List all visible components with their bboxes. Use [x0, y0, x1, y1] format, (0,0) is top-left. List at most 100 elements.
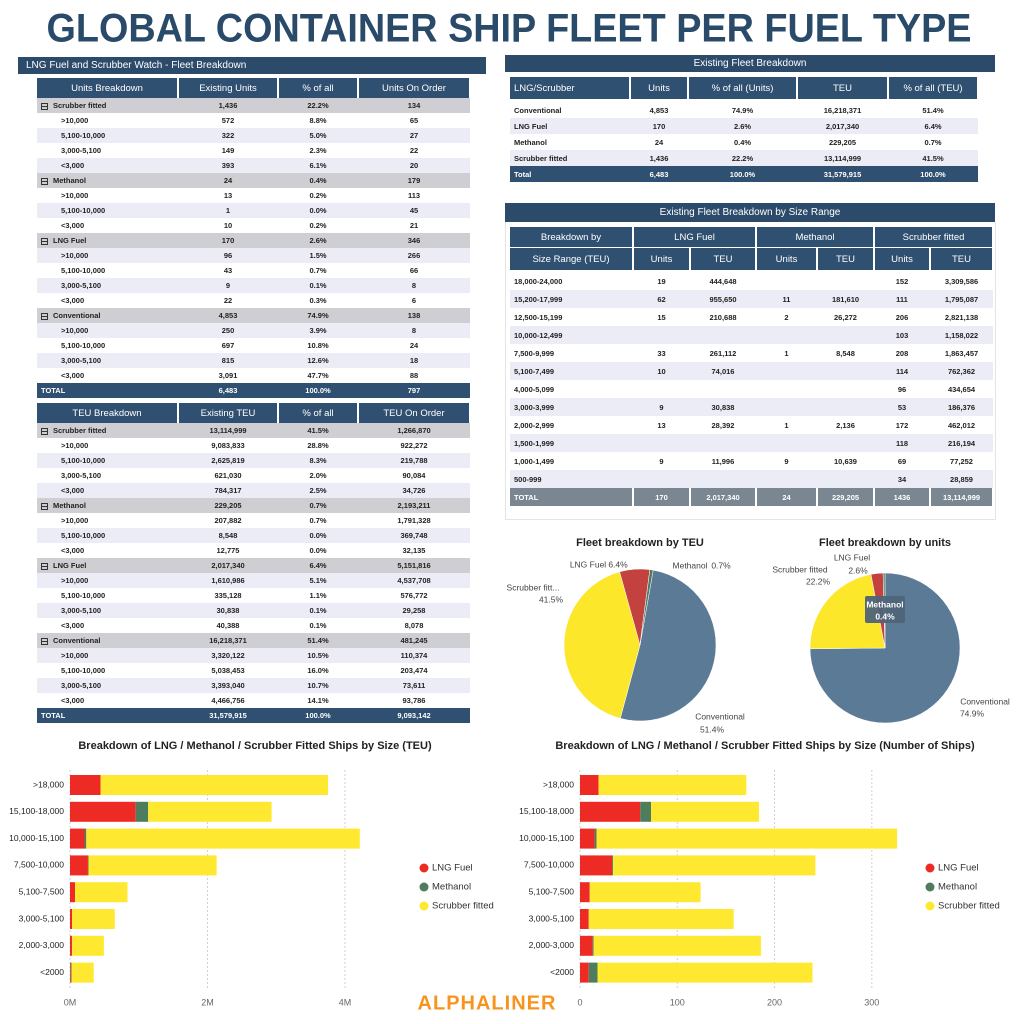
- table-cell: 12,500-15,199: [514, 312, 563, 322]
- table-cell: 18,000-24,000: [514, 276, 563, 286]
- table-cell: 0.1%: [309, 621, 327, 630]
- table-cell: 1: [784, 420, 789, 430]
- table-cell: Scrubber fitted: [510, 150, 630, 166]
- table-cell: 100.0%: [278, 708, 358, 723]
- table-body: Units Breakdown Existing Units% of all Uni…: [37, 78, 471, 398]
- table-body: LNG/Scrubber Units% of all (Units) TEU% of…: [510, 77, 979, 182]
- table-row: >10,000 250 3.9% 8: [37, 323, 470, 338]
- table-cell: TEU: [817, 247, 875, 270]
- table-row: 3,000-5,100 815 12.6% 18: [37, 353, 470, 368]
- table-cell: 24: [756, 488, 818, 506]
- legend-label: LNG Fuel: [938, 863, 979, 874]
- table-cell: 40,388: [216, 621, 240, 630]
- table-cell: 5,151,816: [358, 558, 470, 573]
- table-cell: 6: [411, 296, 417, 305]
- table-cell: 1.5%: [278, 248, 358, 263]
- table-cell: [756, 380, 817, 398]
- table-cell: 815: [178, 353, 278, 368]
- pie-label: Scrubber fitt...: [507, 582, 560, 592]
- table-cell: 5,100-10,000: [61, 591, 106, 600]
- panel-header: Existing Fleet Breakdown by Size Range: [505, 203, 995, 222]
- table-cell: >10,000: [37, 648, 178, 663]
- bar-segment: [580, 882, 590, 903]
- table-cell: [817, 362, 874, 380]
- table-row: Size Range (TEU) Units TEU Units TEU Units TEU: [510, 247, 995, 270]
- table-row: 2,000-2,999 13 28,392 1 2,136 172 462,012: [510, 416, 993, 434]
- table-cell: 2,017,340: [690, 488, 757, 506]
- table-cell: 229,205: [817, 488, 875, 506]
- table-cell: 5.1%: [278, 573, 358, 588]
- table-cell: TOTAL: [37, 708, 178, 723]
- pie-label: LNG Fuel: [834, 552, 870, 562]
- bar-segment: [592, 935, 594, 956]
- table-cell: [756, 398, 817, 416]
- x-tick-label: 4M: [339, 997, 352, 1007]
- pie-label: Scrubber fitted: [772, 564, 828, 574]
- table-row: 5,100-7,499 10 74,016 114 762,362: [510, 362, 994, 380]
- table-cell: 5,100-10,000: [61, 666, 106, 675]
- table-cell: 1,791,328: [397, 516, 431, 525]
- table-cell: % of all: [278, 403, 359, 423]
- table-cell: 955,650: [690, 290, 756, 308]
- table-row: <3,000 3,091 47.7% 88: [37, 368, 470, 383]
- table-cell: 0.7%: [309, 266, 327, 275]
- table-cell: Methanol: [37, 173, 178, 188]
- table-row: Methanol 24 0.4% 179: [37, 173, 470, 188]
- table-row: Units Breakdown Existing Units% of all Uni…: [37, 78, 471, 98]
- legend-marker: [419, 901, 429, 911]
- table-cell: 2.5%: [278, 483, 358, 498]
- table-cell: 9,093,142: [358, 708, 470, 723]
- table-cell: 0.0%: [309, 546, 327, 555]
- table-cell: Scrubber fitted: [37, 98, 178, 113]
- table-cell: [817, 272, 874, 290]
- bar-segment: [588, 909, 734, 929]
- panel-header: Existing Fleet Breakdown: [505, 55, 995, 72]
- table-cell: LNG Fuel: [510, 118, 630, 134]
- table-cell: 8: [358, 278, 470, 293]
- table-cell: 1,436: [630, 150, 688, 166]
- table-cell: 96: [178, 248, 278, 263]
- bar-segment: [71, 962, 94, 983]
- y-tick-label: 5,100-7,500: [19, 886, 65, 896]
- chart-title: Breakdown of LNG / Methanol / Scrubber F…: [555, 740, 975, 752]
- table-cell: Conventional: [37, 308, 178, 323]
- bar-segment: [148, 801, 272, 822]
- bar-segment: [580, 855, 613, 876]
- bar-segment: [70, 935, 72, 956]
- chart-title: Breakdown of LNG / Methanol / Scrubber F…: [78, 740, 432, 752]
- bar-segment: [598, 775, 747, 795]
- table-cell: 3,000-5,100: [61, 146, 102, 155]
- table-cell: 51.4%: [278, 633, 358, 648]
- table-cell: 1,500-1,999: [510, 434, 633, 452]
- table-cell: 62: [633, 290, 690, 308]
- y-tick-label: 2,000-3,000: [19, 940, 65, 950]
- table-cell: 65: [409, 116, 419, 125]
- table-cell: Units Breakdown: [37, 78, 179, 98]
- table-row: 15,200-17,999 62 955,650 11 181,610 111 1,795,…: [510, 290, 994, 308]
- table-cell: 2,625,819: [178, 453, 278, 468]
- table-cell: Conventional: [514, 105, 562, 115]
- table-cell: 0.4%: [278, 173, 358, 188]
- table-row: TEU Breakdown Existing TEU% of all TEU On …: [37, 403, 471, 423]
- table-row: 5,100-10,000 5,038,453 16.0% 203,474: [37, 663, 470, 678]
- table-cell: TOTAL: [37, 383, 178, 398]
- table-cell: 172: [895, 420, 909, 430]
- table-cell: [633, 470, 690, 488]
- table-cell: 100.0%: [278, 383, 358, 398]
- table-cell: 6.4%: [888, 118, 978, 134]
- table-cell: LNG/Scrubber: [510, 77, 631, 99]
- table-cell: Size Range (TEU): [510, 247, 634, 270]
- table-cell: Total: [510, 166, 630, 182]
- table-cell: 0.1%: [278, 603, 358, 618]
- table-cell: 1: [178, 203, 278, 218]
- table-cell: 2,017,340: [797, 118, 888, 134]
- y-tick-label: 2,000-3,000: [529, 940, 575, 950]
- pie-value-label: 6.4%: [608, 559, 628, 569]
- table-cell: 100.0%: [888, 166, 978, 182]
- table-cell: 697: [221, 341, 235, 350]
- table-cell: >10,000: [61, 441, 89, 450]
- bar-segment: [87, 855, 89, 876]
- table-cell: 207,882: [214, 516, 242, 525]
- table-row: Conventional 4,853 74.9% 138: [37, 308, 470, 323]
